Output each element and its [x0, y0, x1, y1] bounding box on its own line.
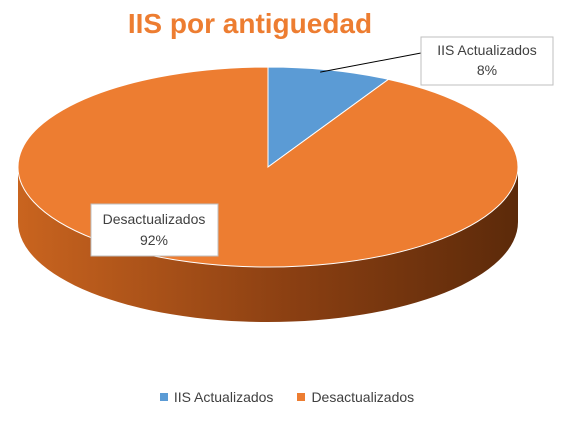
pie-side-wall: [18, 167, 518, 322]
data-label-value: 92%: [140, 232, 168, 248]
legend-item-desactualizados: Desactualizados: [297, 389, 414, 405]
data-label-iis-actualizados: IIS Actualizados 8%: [420, 36, 554, 86]
legend-item-iis-actualizados: IIS Actualizados: [159, 389, 274, 405]
legend-label: IIS Actualizados: [173, 389, 274, 405]
data-label-category: Desactualizados: [103, 211, 206, 227]
legend-swatch: [159, 393, 168, 401]
chart-title: IIS por antiguedad: [127, 8, 373, 39]
legend: IIS Actualizados Desactualizados: [0, 389, 574, 405]
data-label-category: IIS Actualizados: [437, 42, 537, 58]
legend-label: Desactualizados: [311, 389, 415, 405]
legend-swatch: [297, 393, 306, 401]
data-label-value: 8%: [477, 62, 497, 78]
leader-line-iis-actualizados: [320, 52, 422, 73]
data-label-desactualizados: Desactualizados 92%: [90, 203, 219, 257]
